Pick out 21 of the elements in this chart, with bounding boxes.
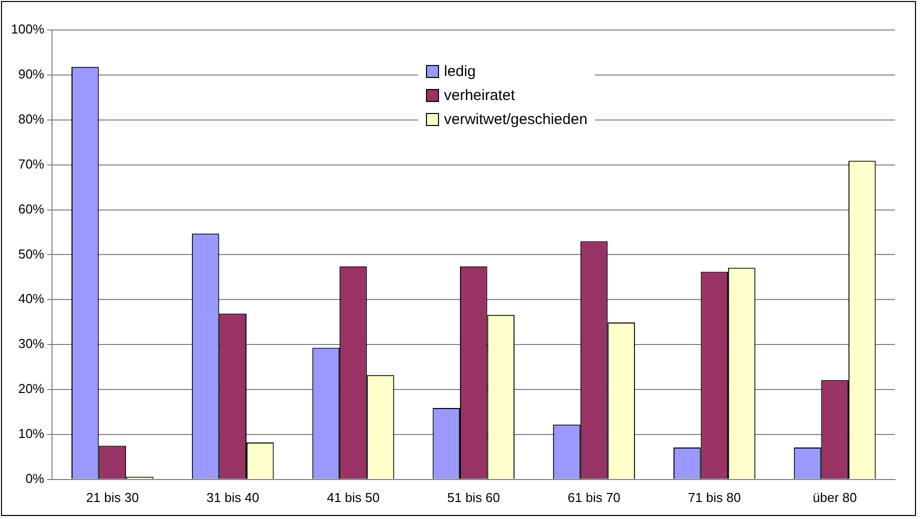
- x-tick-label: 71 bis 80: [688, 490, 741, 505]
- y-tick-label: 50%: [18, 246, 45, 262]
- x-tick-label: 21 bis 30: [86, 490, 139, 505]
- x-tick-label: 41 bis 50: [326, 490, 380, 505]
- y-tick-label: 60%: [18, 201, 45, 216]
- x-tick-label: 31 bis 40: [206, 490, 260, 505]
- y-tick-label: 100%: [11, 22, 45, 37]
- y-tick-label: 30%: [18, 336, 45, 352]
- y-tick-label: 70%: [18, 156, 45, 172]
- y-tick-label: 40%: [18, 291, 45, 306]
- x-tick-label: 61 bis 70: [568, 490, 620, 505]
- y-tick-label: 80%: [18, 111, 45, 126]
- y-tick-label: 10%: [18, 426, 45, 442]
- legend-label: ledig: [444, 62, 476, 80]
- y-tick-label: 90%: [18, 66, 45, 82]
- x-tick-label: über 80: [812, 490, 857, 505]
- x-tick-label: 51 bis 60: [447, 490, 500, 505]
- y-tick-label: 0%: [25, 470, 45, 486]
- legend-label: verwitwet/geschieden: [444, 110, 588, 128]
- y-tick-label: 20%: [18, 381, 45, 396]
- legend-label: verheiratet: [444, 86, 515, 104]
